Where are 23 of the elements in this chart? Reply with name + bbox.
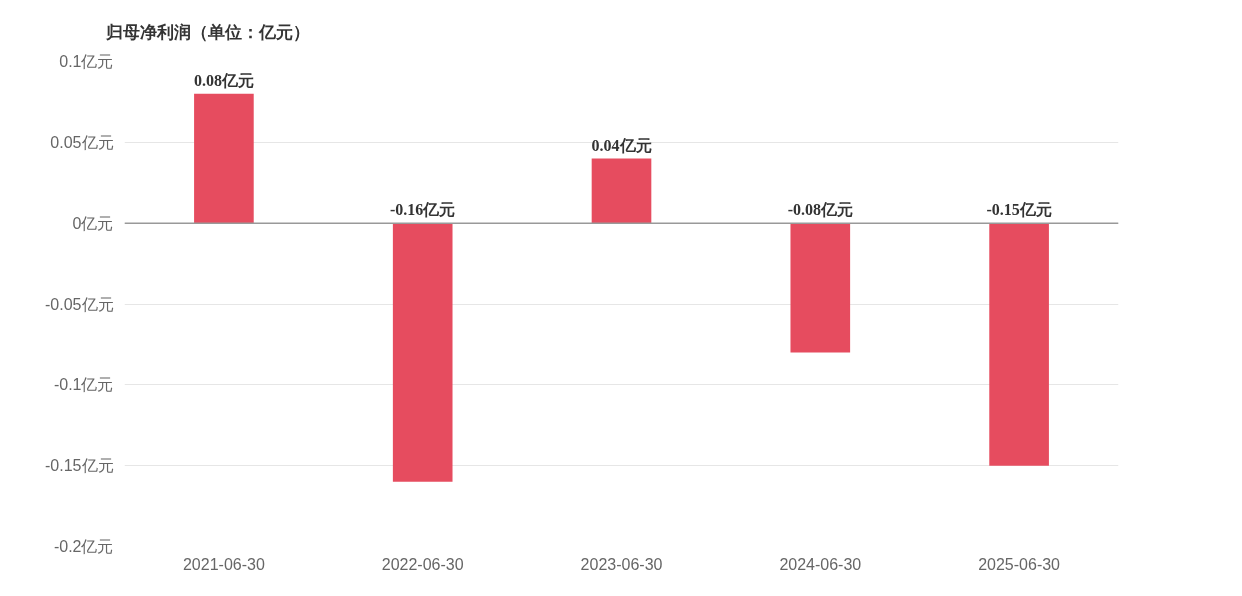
x-tick-label: 2024-06-30 (779, 555, 862, 573)
y-tick-label: -0.15亿元 (45, 457, 114, 475)
data-label: -0.15亿元 (986, 201, 1052, 219)
data-label: 0.04亿元 (591, 136, 652, 154)
y-tick-label: 0亿元 (72, 214, 114, 232)
bar (989, 223, 1049, 466)
y-tick-label: 0.1亿元 (59, 53, 114, 70)
data-label: -0.08亿元 (787, 201, 853, 219)
y-tick-label: -0.05亿元 (45, 295, 114, 313)
y-tick-label: -0.2亿元 (53, 538, 114, 555)
x-tick-label: 2023-06-30 (580, 555, 663, 573)
bar (392, 223, 453, 482)
bar (790, 223, 851, 353)
y-tick-label: 0.05亿元 (50, 133, 114, 151)
bar (591, 158, 652, 224)
chart-title: 归母净利润（单位：亿元） (104, 22, 310, 42)
data-label: 0.08亿元 (193, 71, 254, 89)
x-tick-label: 2021-06-30 (182, 555, 265, 573)
y-tick-label: -0.1亿元 (53, 376, 114, 394)
x-tick-label: 2025-06-30 (978, 555, 1061, 573)
x-tick-label: 2022-06-30 (381, 555, 464, 573)
bar (194, 93, 254, 224)
data-label: -0.16亿元 (390, 201, 456, 219)
